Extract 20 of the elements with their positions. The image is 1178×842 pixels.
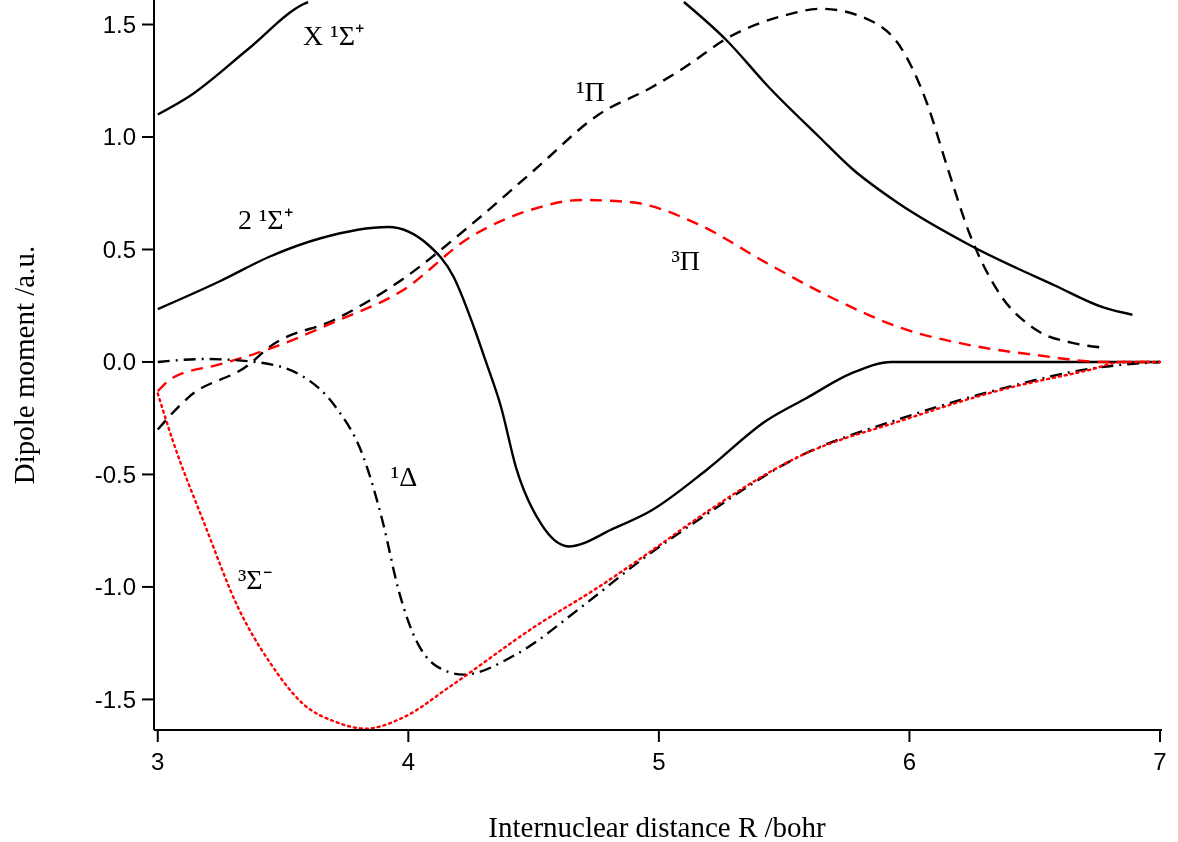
x-tick-label: 6: [902, 748, 917, 775]
series-label: ³Σ⁻: [237, 564, 272, 596]
series-label: X ¹Σ⁺: [303, 19, 365, 51]
series-label: ¹Π: [576, 76, 605, 108]
y-tick-label: 1.0: [102, 123, 136, 151]
x-tick-label: 7: [1153, 748, 1167, 775]
y-tick-label: 0.0: [102, 348, 136, 376]
x-tick-label: 5: [652, 748, 666, 775]
y-tick-label: -0.5: [94, 460, 136, 488]
series-label: ³Π: [671, 244, 701, 276]
y-tick-label: -1.0: [94, 573, 136, 601]
x-axis-title: Internuclear distance R /bohr: [488, 811, 827, 842]
y-axis-title: Dipole moment /a.u.: [8, 245, 40, 485]
series-label: ¹Δ: [390, 460, 418, 492]
x-tick-label: 4: [401, 748, 415, 775]
y-tick-label: 0.5: [102, 235, 136, 263]
series-label: 2 ¹Σ⁺: [237, 204, 293, 236]
x-tick-label: 3: [151, 748, 165, 775]
y-tick-label: 1.5: [102, 10, 136, 38]
y-tick-label: -1.5: [94, 685, 136, 713]
